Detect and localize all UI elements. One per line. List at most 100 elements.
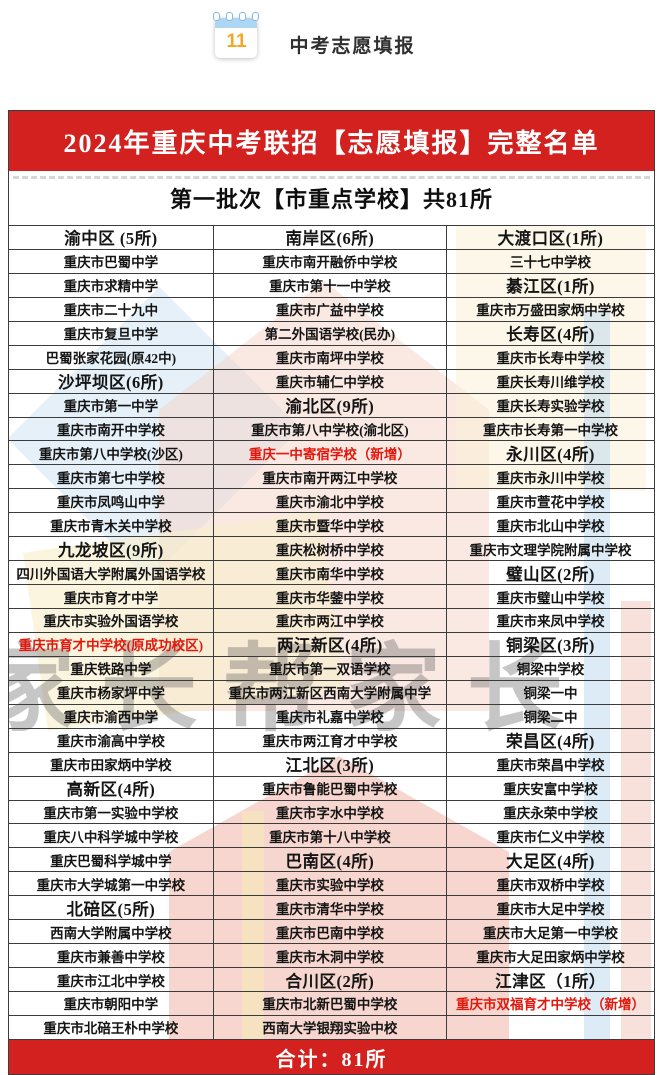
district-header-cell: 渝中区 (5所) — [9, 226, 213, 250]
school-cell: 铜梁二中 — [447, 705, 654, 729]
table-column-1: 渝中区 (5所) 重庆市巴蜀中学 重庆市求精中学 重庆市二十九中 重庆市复旦中学 巴蜀张家… — [9, 226, 213, 1039]
school-cell: 重庆市文理学院附属中学校 — [447, 537, 654, 562]
school-cell: 重庆市荣昌中学校 — [447, 753, 654, 777]
school-cell: 重庆市杨家坪中学 — [9, 681, 213, 705]
school-cell: 西南大学银翔实验中校 — [262, 1021, 398, 1037]
school-cell: 重庆市第八中学校(渝北区) — [213, 418, 446, 442]
school-cell: 重庆市来凤中学校 — [447, 609, 654, 633]
district-header-cell: 南岸区(6所) — [213, 226, 446, 250]
school-cell: 重庆安富中学校 — [447, 777, 654, 801]
school-cell: 重庆市渝高中学校 — [9, 729, 213, 753]
district-header-cell: 高新区(4所) — [9, 777, 213, 801]
school-cell: 重庆市第一中学 — [9, 394, 213, 418]
header-badge: 11 中考志愿填报 — [0, 12, 661, 69]
school-cell: 重庆市朝阳中学 — [9, 992, 213, 1016]
school-cell: 重庆市渝西中学 — [9, 705, 213, 729]
school-cell-new: 重庆市育才中学校(原成功校区) — [9, 633, 213, 657]
school-cell: 重庆市长寿中学校 — [447, 346, 654, 370]
school-cell: 重庆市巴南中学校 — [213, 920, 446, 945]
school-cell: 重庆松树桥中学校 — [213, 537, 446, 562]
district-header-cell: 渝北区(9所) — [213, 394, 446, 418]
school-cell: 重庆八中科学城中学校 — [9, 824, 213, 849]
batch-subtitle: 第一批次【市重点学校】共81所 — [9, 171, 654, 226]
school-cell: 重庆市大足田家炳中学校 — [447, 944, 654, 969]
school-cell: 重庆市辅仁中学校 — [213, 370, 446, 394]
school-cell: 重庆市两江新区西南大学附属中学 — [213, 681, 446, 705]
district-header-cell: 荣昌区(4所) — [447, 729, 654, 753]
school-cell: 重庆市字水中学校 — [213, 801, 446, 825]
district-header-cell: 铜梁区(3所) — [447, 633, 654, 657]
calendar-top-band — [215, 18, 258, 28]
calendar-day: 11 — [226, 31, 247, 52]
school-cell: 重庆市第七中学校 — [9, 465, 213, 490]
table-column-3: 大渡口区(1所) 三十七中学校 綦江区(1所) 重庆市万盛田家炳中学校 长寿区(4所) 重… — [446, 226, 654, 1039]
school-cell: 重庆市万盛田家炳中学校 — [447, 298, 654, 322]
school-cell: 重庆市北新巴蜀中学校 — [213, 992, 446, 1016]
school-cell: 重庆市璧山中学校 — [447, 585, 654, 609]
school-cell: 重庆市两江育才中学校 — [213, 729, 446, 753]
school-cell: 重庆市南开中学校 — [9, 418, 213, 442]
district-header-cell: 大渡口区(1所) — [447, 226, 654, 250]
school-cell: 重庆市大足中学校 — [447, 896, 654, 921]
school-cell: 三十七中学校 — [447, 250, 654, 274]
school-cell: 重庆市大足第一中学校 — [447, 920, 654, 945]
school-cell: 重庆市暨华中学校 — [213, 513, 446, 538]
school-cell: 重庆市木洞中学校 — [213, 944, 446, 969]
school-cell: 重庆市北碚王朴中学校 — [43, 1021, 179, 1037]
school-cell: 重庆市南开两江中学校 — [213, 465, 446, 490]
school-cell: 重庆市第一双语学校 — [213, 657, 446, 681]
school-cell: 重庆永荣中学校 — [447, 801, 654, 825]
school-cell-new: 重庆市双福育才中学校（新增） — [447, 992, 654, 1016]
district-header-cell: 永川区(4所) — [447, 441, 654, 466]
school-cell: 重庆市育才中学 — [9, 585, 213, 609]
school-cell: 重庆市南华中学校 — [213, 561, 446, 586]
school-cell: 重庆市第十一中学校 — [213, 274, 446, 298]
school-cell: 重庆市广益中学校 — [213, 298, 446, 322]
district-header-cell: 北碚区(5所) — [9, 896, 213, 921]
district-header-cell: 长寿区(4所) — [447, 322, 654, 346]
school-cell: 重庆市南开融侨中学校 — [213, 250, 446, 274]
school-cell: 重庆市江北中学校 — [9, 968, 213, 992]
district-header-cell: 沙坪坝区(6所) — [9, 370, 213, 394]
empty-cell — [447, 1016, 654, 1039]
school-cell: 重庆市礼嘉中学校 — [213, 705, 446, 729]
school-cell: 重庆市仁义中学校 — [447, 824, 654, 849]
school-cell: 重庆市第十八中学校 — [213, 824, 446, 849]
school-cell: 重庆长寿川维学校 — [447, 370, 654, 394]
school-cell: 重庆市南坪中学校 — [213, 346, 446, 370]
school-cell: 巴蜀张家花园(原42中) — [9, 346, 213, 370]
school-cell: 重庆市萱花中学校 — [447, 489, 654, 514]
school-cell: 铜梁一中 — [447, 681, 654, 705]
school-table: 渝中区 (5所) 重庆市巴蜀中学 重庆市求精中学 重庆市二十九中 重庆市复旦中学 巴蜀张家… — [9, 226, 654, 1039]
school-cell: 铜梁中学校 — [447, 657, 654, 681]
school-cell: 重庆市两江中学校 — [213, 609, 446, 633]
school-cell: 重庆市大学城第一中学校 — [9, 872, 213, 897]
school-cell: 重庆市第一实验中学校 — [9, 801, 213, 825]
district-header-cell: 合川区(2所) — [213, 968, 446, 992]
school-cell: 第二外国语学校(民办) — [213, 322, 446, 346]
school-cell: 重庆市渝北中学校 — [213, 489, 446, 514]
school-cell: 西南大学附属中学校 — [9, 920, 213, 945]
district-header-cell: 江北区(3所) — [213, 753, 446, 777]
school-cell: 重庆市求精中学 — [9, 274, 213, 298]
school-cell: 重庆市田家炳中学校 — [9, 753, 213, 777]
school-cell: 重庆市巴蜀中学 — [9, 250, 213, 274]
school-cell: 重庆市实验中学校 — [213, 872, 446, 897]
school-cell: 重庆市双桥中学校 — [447, 872, 654, 897]
school-cell: 重庆市青木关中学校 — [9, 513, 213, 538]
school-cell: 重庆长寿实验学校 — [447, 394, 654, 418]
district-header-cell: 璧山区(2所) — [447, 561, 654, 586]
footer-total: 合计：81所 — [9, 1039, 654, 1074]
school-cell: 重庆市凤鸣山中学 — [9, 489, 213, 514]
school-cell: 重庆市二十九中 — [9, 298, 213, 322]
school-cell: 重庆市北山中学校 — [447, 513, 654, 538]
school-cell: 重庆市鲁能巴蜀中学校 — [213, 777, 446, 801]
district-header-cell: 大足区(4所) — [447, 848, 654, 873]
badge-label: 中考志愿填报 — [269, 20, 446, 69]
district-header-cell: 巴南区(4所) — [213, 848, 446, 873]
school-cell: 四川外国语大学附属外国语学校 — [9, 561, 213, 586]
district-header-cell: 两江新区(4所) — [213, 633, 446, 657]
school-cell-new: 重庆一中寄宿学校（新增） — [213, 441, 446, 466]
calendar-rings-icon — [213, 12, 260, 21]
school-cell: 重庆铁路中学 — [9, 657, 213, 681]
